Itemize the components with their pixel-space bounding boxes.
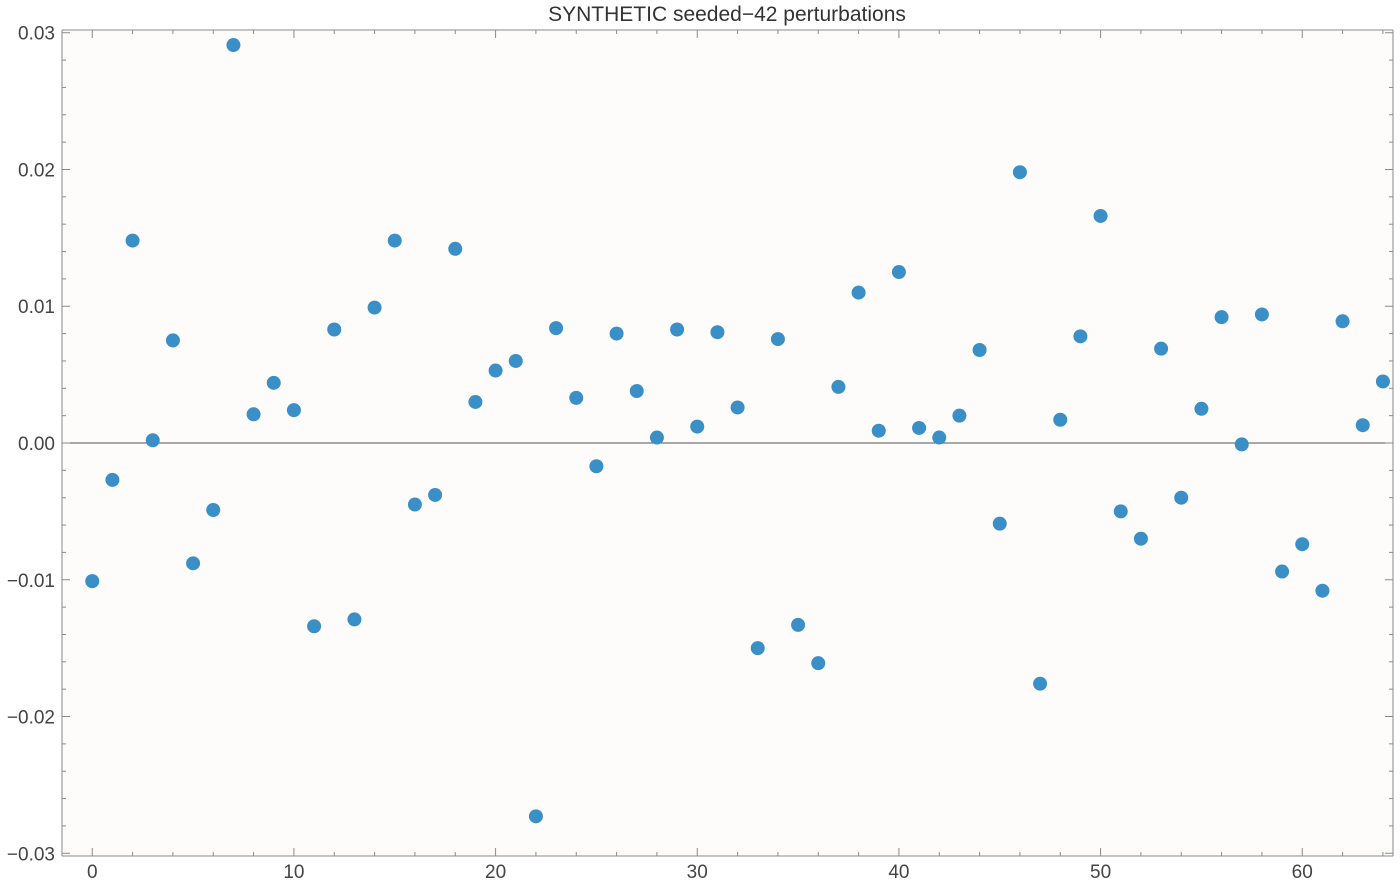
data-point (549, 321, 564, 336)
data-point (952, 408, 967, 423)
data-point (246, 407, 261, 422)
data-point (85, 574, 100, 589)
x-tick-label: 50 (1090, 862, 1111, 883)
x-tick-label: 0 (87, 862, 98, 883)
data-point (186, 556, 201, 571)
y-tick-label: −0.01 (7, 571, 55, 592)
data-point (387, 233, 402, 248)
data-point (347, 612, 362, 627)
data-point (912, 420, 927, 435)
data-point (1033, 676, 1048, 691)
data-point (629, 384, 644, 399)
data-point (972, 343, 987, 358)
axis-ticks (62, 30, 1393, 856)
data-point (468, 394, 483, 409)
tick-labels: 0 10 20 30 40 50 60 0.03 0.02 0.01 0.00 −0.01 −0.02 −… (7, 24, 1313, 883)
data-point (226, 38, 241, 53)
y-tick-label: 0.00 (18, 434, 55, 455)
data-point (1275, 564, 1290, 579)
data-point (1174, 490, 1189, 505)
data-point (1053, 412, 1068, 427)
y-tick-label: 0.01 (18, 297, 55, 318)
data-point (589, 459, 604, 474)
data-point (488, 363, 503, 378)
data-point (1154, 341, 1169, 356)
data-point (569, 390, 584, 405)
data-point (1335, 314, 1350, 329)
data-point (1194, 401, 1209, 416)
chart-title: SYNTHETIC seeded−42 perturbations (548, 3, 906, 26)
data-point (1315, 583, 1330, 598)
data-point (508, 353, 523, 368)
data-point (1073, 329, 1088, 344)
x-tick-label: 40 (888, 862, 909, 883)
data-point (1214, 310, 1229, 325)
y-tick-label: 0.02 (18, 160, 55, 181)
data-point (1295, 537, 1310, 552)
x-tick-label: 60 (1292, 862, 1313, 883)
data-point (710, 325, 725, 340)
data-point (831, 379, 846, 394)
data-point (145, 433, 160, 448)
data-point (327, 322, 342, 337)
x-tick-label: 10 (283, 862, 304, 883)
data-point (770, 332, 785, 347)
data-point (811, 656, 826, 671)
x-tick-label: 20 (485, 862, 506, 883)
data-points (85, 38, 1390, 824)
data-point (1234, 437, 1249, 452)
data-point (609, 326, 624, 341)
data-point (1012, 165, 1027, 180)
data-point (649, 430, 664, 445)
data-point (670, 322, 685, 337)
data-point (992, 516, 1007, 531)
data-point (528, 809, 543, 824)
data-point (871, 423, 886, 438)
data-point (750, 641, 765, 656)
data-point (105, 472, 120, 487)
data-point (367, 300, 382, 315)
data-point (690, 419, 705, 434)
data-point (1133, 531, 1148, 546)
y-tick-label: −0.03 (7, 844, 55, 865)
data-point (307, 619, 322, 634)
data-point (407, 497, 422, 512)
data-point (891, 265, 906, 280)
data-point (206, 503, 221, 518)
data-point (428, 487, 443, 502)
data-point (791, 617, 806, 632)
data-point (932, 430, 947, 445)
data-point (448, 241, 463, 256)
x-tick-label: 30 (687, 862, 708, 883)
data-point (851, 285, 866, 300)
y-tick-label: 0.03 (18, 24, 55, 45)
data-point (1113, 504, 1128, 519)
data-point (1254, 307, 1269, 322)
data-point (730, 400, 745, 415)
data-point (286, 403, 301, 418)
y-tick-label: −0.02 (7, 708, 55, 729)
data-point (125, 233, 140, 248)
data-point (266, 375, 281, 390)
data-point (1093, 208, 1108, 223)
data-point (1375, 374, 1390, 389)
data-point (165, 333, 180, 348)
data-point (1355, 418, 1370, 433)
